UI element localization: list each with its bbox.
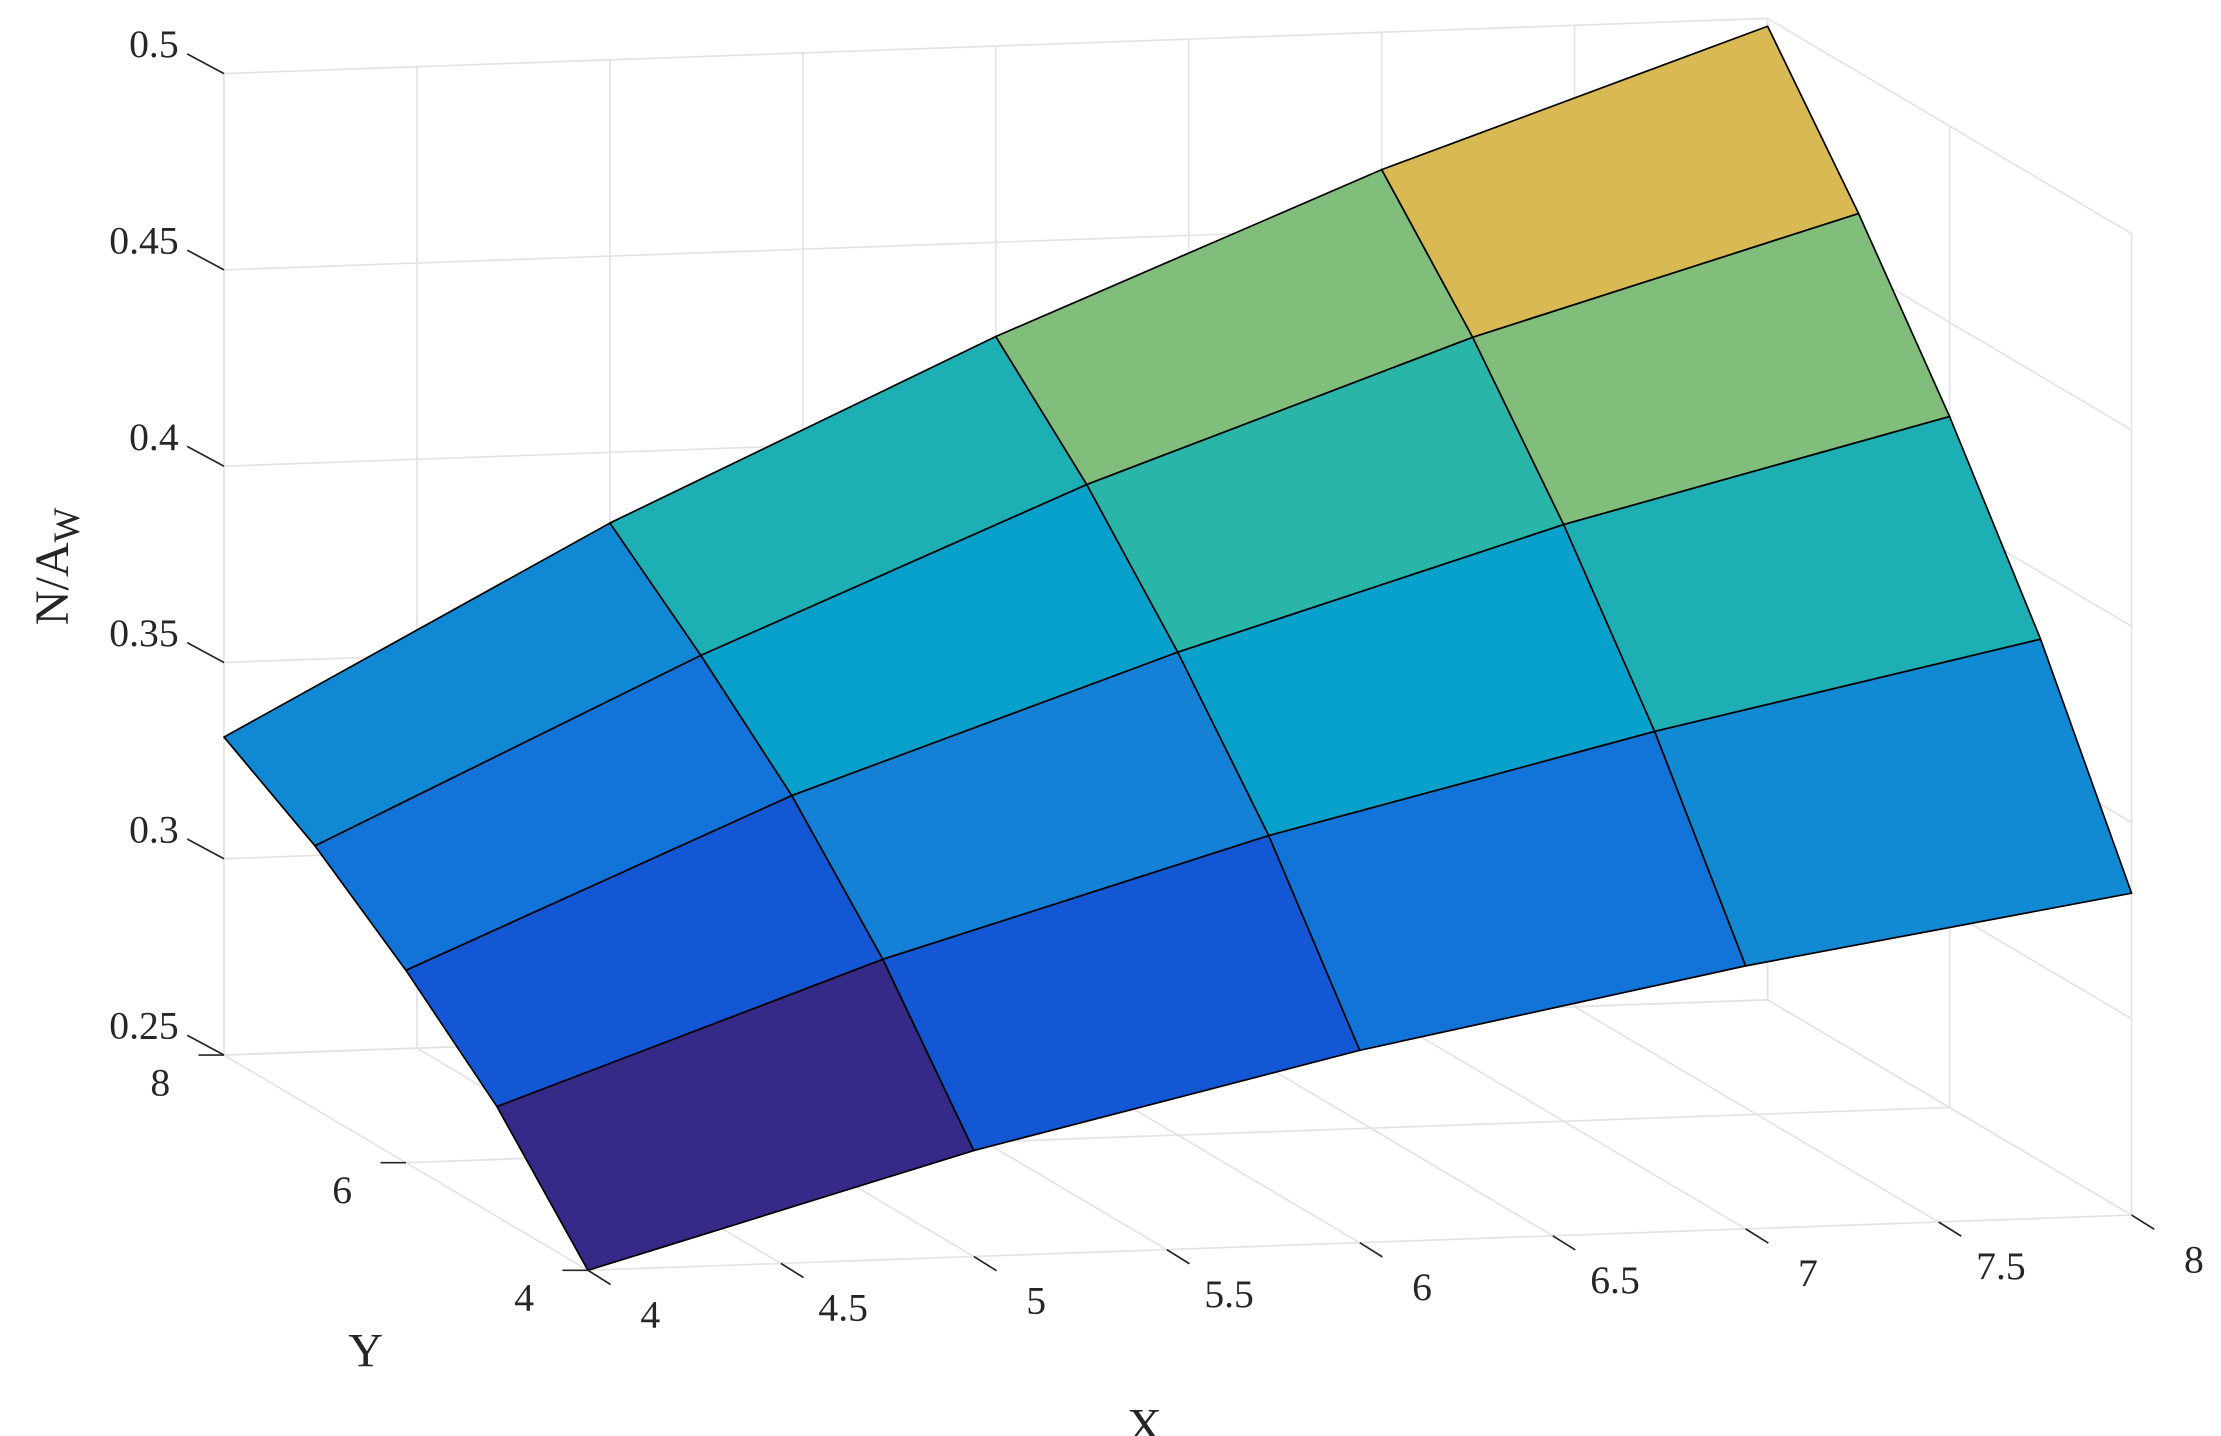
z-tick <box>186 1034 225 1056</box>
x-tick-label: 5.5 <box>1204 1272 1254 1316</box>
surface <box>223 25 2133 1272</box>
z-tick-label: 0.25 <box>109 1004 178 1048</box>
x-tick <box>587 1269 612 1286</box>
surface-face <box>1653 638 2133 967</box>
x-tick-label: 7.5 <box>1976 1244 2026 1288</box>
y-tick-label: 4 <box>514 1276 534 1320</box>
x-tick <box>1359 1241 1383 1258</box>
z-tick-label: 0.4 <box>129 415 179 459</box>
x-tick <box>1745 1228 1769 1244</box>
z-tick-label: 0.45 <box>109 219 178 263</box>
z-axis-label: N/AW <box>26 507 88 625</box>
axes: 0.25 0.3 0.35 0.4 0.45 0.5 4 4.5 5 5.5 6 6.5 7 7.5 8 4 6… <box>109 22 2204 1336</box>
y-axis-label: Y <box>348 1324 383 1377</box>
z-tick <box>186 249 225 271</box>
x-tick-label: 6.5 <box>1590 1258 1640 1302</box>
z-tick <box>186 445 225 467</box>
z-label-subscript: W <box>46 507 87 542</box>
x-tick <box>973 1255 997 1272</box>
x-tick-label: 7 <box>1798 1251 1818 1295</box>
z-tick-label: 0.3 <box>129 807 179 851</box>
z-tick <box>186 838 225 860</box>
x-tick-label: 4.5 <box>818 1286 868 1330</box>
x-tick-label: 5 <box>1026 1279 1046 1323</box>
x-tick <box>2131 1214 2155 1230</box>
x-tick <box>780 1262 804 1279</box>
z-tick-label: 0.35 <box>109 611 178 655</box>
x-tick <box>1166 1248 1190 1265</box>
y-tick-label: 8 <box>150 1060 170 1104</box>
x-tick-label: 8 <box>2184 1237 2204 1281</box>
y-tick-label: 6 <box>332 1168 352 1212</box>
x-axis-label: X <box>1127 1399 1162 1436</box>
z-tick <box>186 53 225 75</box>
x-tick-label: 6 <box>1412 1265 1432 1309</box>
x-tick <box>1552 1235 1576 1251</box>
x-tick <box>1938 1221 1962 1237</box>
x-tick-label: 4 <box>640 1293 660 1337</box>
y-grid-floor <box>587 1214 2132 1272</box>
z-tick-label: 0.5 <box>129 22 179 66</box>
z-label-main: N/A <box>26 542 79 625</box>
z-tick <box>186 641 225 664</box>
